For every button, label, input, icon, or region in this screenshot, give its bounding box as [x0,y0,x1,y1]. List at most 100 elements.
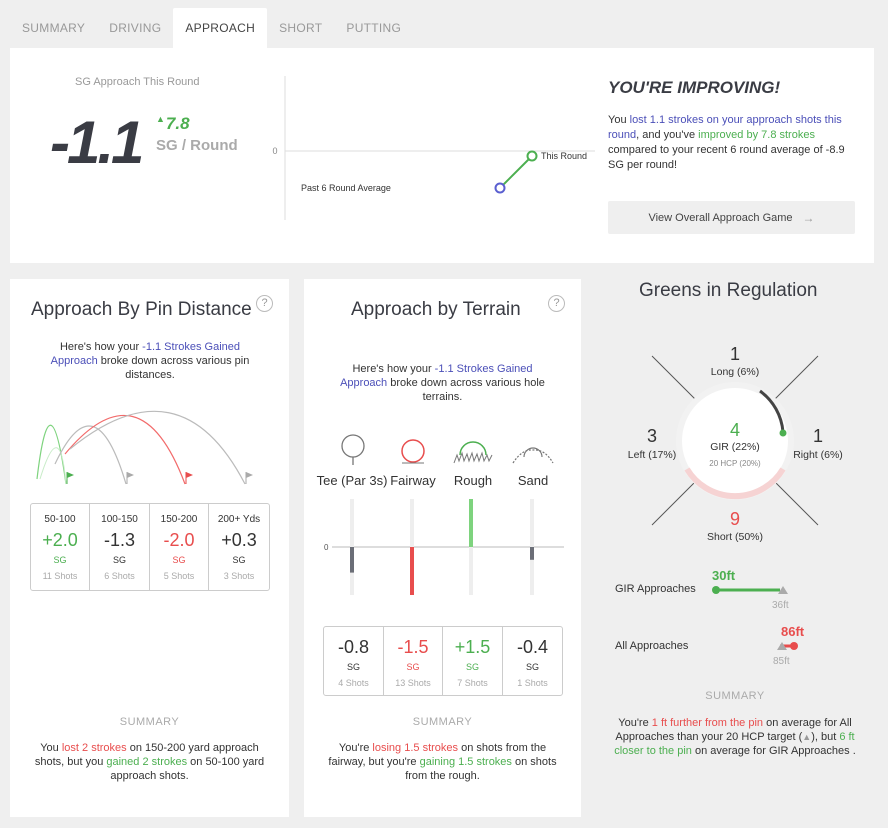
summary-heading: SUMMARY [412,716,473,728]
sg-approach-value: -1.1 [50,109,144,176]
terrain-cell-fairway: -1.5 SG 13 Shots [384,627,443,695]
sg-approach-label: SG Approach This Round [75,76,200,88]
target-triangle-icon [778,586,788,594]
pin-cell-100-150: 100-150 -1.3 SG 6 Shots [90,504,150,590]
gir-right-count: 1 [812,426,823,446]
closer-highlight: 6 ft closer to the pin [614,731,855,757]
pin-distance-title: Approach By Pin Distance [31,299,252,320]
all-approaches-dot [790,642,798,650]
terrain-intro: Here's how your -1.1 Strokes Gained Appr… [339,362,546,404]
terrain-label-sand: Sand [517,473,549,488]
sg-unit: SG [465,662,479,672]
gaining-highlight: gaining 1.5 strokes [419,756,512,768]
tab-putting[interactable]: PUTTING [346,21,402,35]
all-approaches-bar [777,642,798,650]
summary-text-part: You [40,742,62,754]
view-overall-approach-button[interactable]: View Overall Approach Game → [608,201,855,234]
pin-cell-50-100: 50-100 +2.0 SG 11 Shots [31,504,90,590]
gir-long-label: Long (6%) [710,366,760,378]
fairway-icon [401,439,425,464]
summary-text-part: on average for GIR Approaches . [691,745,856,757]
gir-approaches-bar [712,586,788,594]
sg-unit: SG [112,555,126,565]
gir-diagonal-tr [771,355,819,403]
flag-icon [245,472,253,484]
flag-icon [185,472,193,484]
sg-delta: ▲7.8 [156,114,190,134]
flag-icon [66,472,74,484]
gir-short-count: 9 [729,509,740,529]
improving-headline: YOU'RE IMPROVING! [608,78,781,97]
terrain-summary-text: You're losing 1.5 strokes on shots from … [324,741,561,783]
gir-percent: GIR (22%) [710,441,760,453]
shot-count: 7 Shots [457,678,488,688]
tab-bar: SUMMARY DRIVING APPROACH SHORT PUTTING [10,8,413,48]
sg-unit: SG [53,555,67,565]
per-round-label: SG / Round [156,137,238,154]
target-triangle-icon: ▲ [802,732,812,742]
terrain-card: Approach by Terrain ? Here's how your -1… [304,279,581,817]
sg-value: +2.0 [42,530,78,550]
round-overview-panel: SG Approach This Round -1.1 ▲7.8 SG / Ro… [10,48,874,263]
sg-value: -0.4 [516,637,549,657]
pin-distance-card: Approach By Pin Distance ? Here's how yo… [10,279,289,817]
sg-unit: SG [346,662,360,672]
gir-diagonal-bl [651,478,699,526]
tab-summary[interactable]: SUMMARY [22,21,86,35]
tab-driving[interactable]: DRIVING [109,21,162,35]
terrain-cell-rough: +1.5 SG 7 Shots [443,627,503,695]
pin-distance-intro: Here's how your -1.1 Strokes Gained Appr… [45,340,255,382]
shot-count: 13 Shots [395,678,431,688]
trend-this-point [526,150,538,162]
help-icon[interactable]: ? [256,295,273,312]
rough-icon [453,441,493,464]
summary-text-part: ), but [811,731,840,743]
sg-value: -1.5 [397,637,429,657]
pin-cell-200-plus: 200+ Yds +0.3 SG 3 Shots [209,504,269,590]
terrain-label-fairway: Fairway [390,473,436,488]
improve-text-part: You [608,114,630,126]
shot-arc-illustration [36,410,253,485]
further-highlight: 1 ft further from the pin [651,717,764,729]
sg-unit: SG [406,662,420,672]
shot-count: 5 Shots [163,571,195,581]
terrain-bar-chart: 0 [324,499,564,595]
shot-count: 11 Shots [42,571,78,581]
arc-50-100 [36,424,67,485]
up-arrow-icon: ▲ [156,114,165,124]
tab-short[interactable]: SHORT [279,21,323,35]
gir-approaches-dot [712,586,720,594]
strokes-gained-link[interactable]: -1.1 Strokes Gained Approach [340,363,533,389]
summary-text-part: You're [618,717,652,729]
category-label: 100-150 [101,514,138,525]
gained-highlight: gained 2 strokes [106,756,188,768]
summary-text-part: You're [338,742,373,754]
losing-highlight: losing 1.5 strokes [372,742,459,754]
category-label: 150-200 [160,514,198,525]
terrain-title: Approach by Terrain [351,299,521,320]
summary-text-part: on 50-100 yard approach shots. [110,756,265,782]
intro-text: broke down across various pin distances. [97,355,250,381]
strokes-gained-link[interactable]: -1.1 Strokes Gained Approach [50,341,241,367]
intro-text: Here's how your [59,341,143,353]
sg-unit: SG [525,662,539,672]
gir-hcp-label: 20 HCP (20%) [709,459,761,468]
gir-short-arc [684,467,786,500]
terrain-label-text: Tee (Par 3s) [316,473,388,488]
view-overall-label: View Overall Approach Game [648,211,793,224]
lost-strokes-highlight: lost 1.1 strokes on your approach shots … [608,114,842,141]
improving-text: You lost 1.1 strokes on your approach sh… [608,113,860,173]
arc-200-plus [69,410,246,485]
gir-long-count: 1 [729,344,740,364]
gir-diagonal-tl [651,355,699,403]
terrain-zero-label: 0 [324,543,329,552]
pin-cell-150-200: 150-200 -2.0 SG 5 Shots [150,504,209,590]
arrow-right-icon: → [802,210,815,225]
help-icon[interactable]: ? [548,295,565,312]
improved-highlight: improved by 7.8 strokes [698,129,815,141]
category-label: 50-100 [44,514,76,525]
intro-text: Here's how your [352,363,435,375]
tab-approach[interactable]: APPROACH [173,8,268,48]
pin-summary-text: You lost 2 strokes on 150-200 yard appro… [28,741,271,783]
tee-icon [341,434,365,465]
